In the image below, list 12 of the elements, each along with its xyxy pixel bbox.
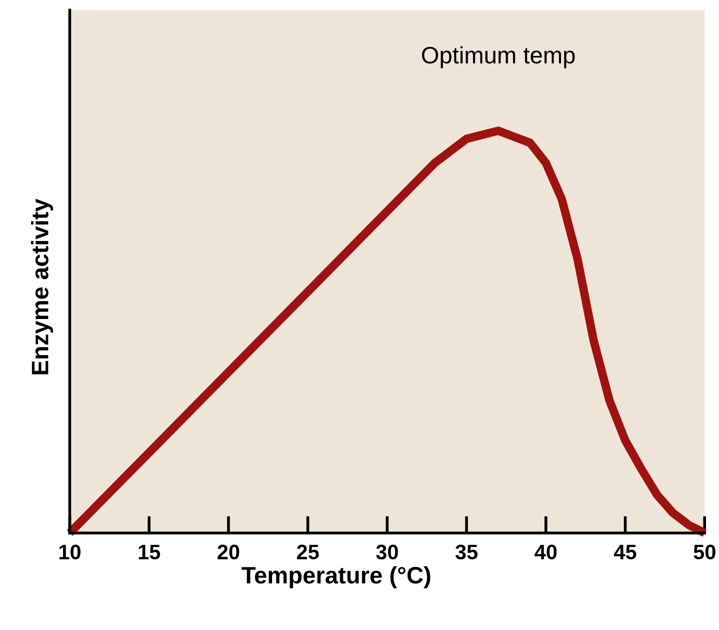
x-axis-title: Temperature (°C) [242, 566, 430, 588]
annotation: Optimum temp [422, 46, 575, 68]
y-axis-title: Enzyme activity [31, 198, 54, 374]
x-tick-label: 30 [376, 544, 398, 560]
x-tick-label: 20 [218, 544, 240, 560]
x-tick-label: 45 [614, 544, 636, 560]
x-tick-label: 15 [138, 544, 160, 560]
x-tick-label: 50 [694, 544, 716, 560]
x-tick-label: 35 [455, 544, 478, 560]
x-tick-label: 25 [296, 544, 319, 560]
x-tick-label: 40 [534, 544, 557, 560]
x-tick-label: 10 [59, 544, 80, 560]
